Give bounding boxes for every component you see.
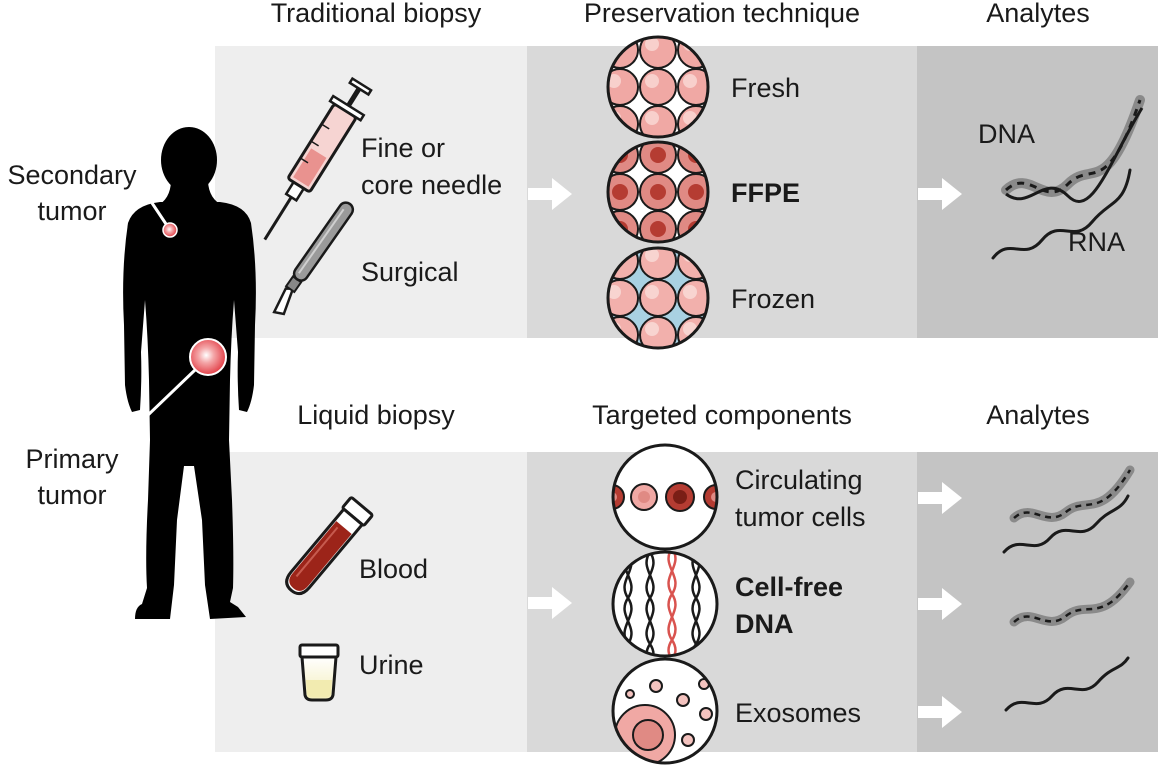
dna-label: DNA [978, 119, 1035, 149]
header-targeted-components: Targeted components [592, 400, 852, 430]
cell-free-dna-icon [611, 550, 719, 658]
cfdna-label-2: DNA [735, 609, 794, 639]
secondary-tumor-marker [162, 222, 178, 238]
secondary-tumor-label-2: tumor [37, 196, 106, 226]
frozen-label: Frozen [731, 284, 815, 314]
fresh-label: Fresh [731, 73, 800, 103]
panel-liquid-source [215, 452, 527, 752]
header-liquid-biopsy: Liquid biopsy [297, 400, 455, 430]
ctc-label-2: tumor cells [735, 502, 866, 532]
arrow-preservation-to-analytes [918, 178, 962, 210]
panel-traditional-source [215, 46, 527, 338]
needle-label-2: core needle [361, 170, 502, 200]
arrow-cfdna-to-analytes [918, 588, 962, 620]
primary-tumor-label-2: tumor [37, 480, 106, 510]
rna-strand-icon [991, 168, 1132, 260]
blood-tube-icon [285, 496, 374, 596]
needle-label-1: Fine or [361, 133, 445, 163]
header-preservation-technique: Preservation technique [584, 0, 860, 28]
cfdna-label-1: Cell-free [735, 572, 843, 602]
header-analytes-bottom: Analytes [986, 400, 1090, 430]
panel-components [527, 452, 917, 752]
ffpe-label: FFPE [731, 178, 800, 208]
primary-tumor-marker [189, 338, 227, 376]
surgical-label: Surgical [361, 257, 459, 287]
exosome-analyte-rna-icon [1004, 656, 1130, 712]
primary-tumor-leader [120, 368, 197, 442]
dna-helix-icon [1001, 95, 1145, 203]
exosomes-icon [611, 657, 719, 765]
header-traditional-biopsy: Traditional biopsy [271, 0, 482, 28]
secondary-tumor-leader [150, 202, 168, 225]
ctc-analyte-rna-icon [1002, 494, 1130, 554]
arrow-ctc-to-analytes [918, 482, 962, 514]
ctc-label-1: Circulating [735, 465, 863, 495]
rna-label: RNA [1068, 227, 1125, 257]
arrow-liquid-to-components [528, 587, 572, 619]
scalpel-icon [272, 201, 355, 316]
header-analytes-top: Analytes [986, 0, 1090, 28]
human-silhouette-icon [123, 127, 256, 619]
syringe-icon [263, 76, 373, 241]
circulating-tumor-cells-icon [611, 443, 719, 551]
urine-label: Urine [359, 650, 424, 680]
primary-tumor-label-1: Primary [26, 444, 119, 474]
exosomes-label: Exosomes [735, 698, 861, 728]
blood-label: Blood [359, 554, 428, 584]
arrow-exosomes-to-analytes [918, 696, 962, 728]
ctc-analyte-dna-icon [1009, 465, 1135, 523]
panel-preservation [527, 46, 917, 338]
arrow-traditional-to-preservation [528, 178, 572, 210]
urine-cup-icon [298, 643, 340, 702]
cfdna-analyte-dna-icon [1009, 577, 1135, 627]
secondary-tumor-label-1: Secondary [7, 160, 137, 190]
